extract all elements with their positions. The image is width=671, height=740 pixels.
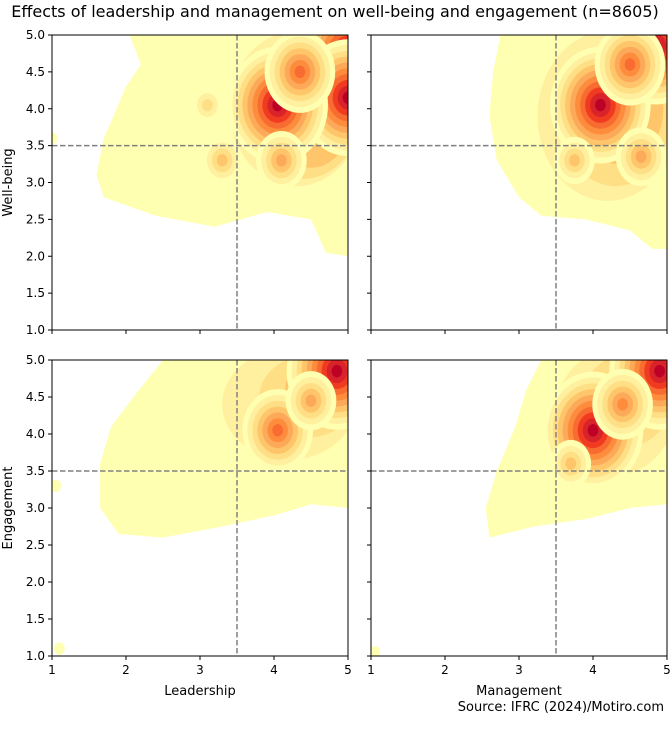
x-tick-label: 5 <box>663 663 671 677</box>
figure-title: Effects of leadership and management on … <box>11 2 659 21</box>
y-tick-label: 1.5 <box>26 286 45 300</box>
density-area <box>52 35 348 257</box>
y-tick-label: 4.5 <box>26 390 45 404</box>
x-tick-label: 3 <box>196 663 204 677</box>
y-tick-label: 1.0 <box>26 649 45 663</box>
panel-bottom-right: 1 2 3 4 5 Management <box>367 359 671 699</box>
density-peak <box>52 132 58 145</box>
density-peak <box>256 130 307 190</box>
panel-bottom-left: 1 2 3 4 5 1.0 1.5 2.0 2.5 3.0 3.5 4.0 4.5 5.0 Leadersh… <box>1 353 352 699</box>
density-peak <box>54 642 65 655</box>
y-tick-label: 1.5 <box>26 612 45 626</box>
x-tick-label: 4 <box>270 663 278 677</box>
y-tick-label: 4.0 <box>26 427 45 441</box>
x-tick-label: 2 <box>441 663 449 677</box>
y-tick-label: 5.0 <box>26 28 45 42</box>
y-tick-label: 4.0 <box>26 102 45 116</box>
density-peak <box>592 369 653 440</box>
y-tick-label: 3.0 <box>26 501 45 515</box>
y-tick-label: 2.5 <box>26 212 45 226</box>
y-tick-label: 3.0 <box>26 176 45 190</box>
density-area <box>52 360 348 655</box>
y-tick-label: 5.0 <box>26 353 45 367</box>
density-peak <box>594 35 666 106</box>
y-tick-label: 1.0 <box>26 323 45 337</box>
x-axis-label: Leadership <box>164 684 235 699</box>
panel-top-right <box>367 34 668 334</box>
x-tick-label: 4 <box>589 663 597 677</box>
density-peak <box>615 127 667 187</box>
y-axis-label: Engagement <box>1 467 16 550</box>
density-peak <box>192 87 223 123</box>
panels: 1.0 1.5 2.0 2.5 3.0 3.5 4.0 4.5 5.0 Well-being 1 2 3… <box>1 28 671 699</box>
x-tick-label: 2 <box>122 663 130 677</box>
y-tick-label: 2.0 <box>26 249 45 263</box>
y-axis-label: Well-being <box>1 148 16 216</box>
x-tick-label: 1 <box>367 663 375 677</box>
density-peak <box>264 35 336 113</box>
y-tick-label: 4.5 <box>26 65 45 79</box>
density-peak <box>201 136 243 184</box>
source-note: Source: IFRC (2024)/Motiro.com <box>458 700 664 715</box>
y-tick-label: 2.5 <box>26 538 45 552</box>
panel-top-left: 1.0 1.5 2.0 2.5 3.0 3.5 4.0 4.5 5.0 Well-being <box>1 28 349 337</box>
y-tick-label: 3.5 <box>26 139 45 153</box>
density-peak <box>550 439 592 488</box>
density-peak <box>554 136 595 184</box>
y-tick-label: 3.5 <box>26 464 45 478</box>
density-area <box>489 35 667 249</box>
y-tick-label: 2.0 <box>26 575 45 589</box>
x-tick-label: 5 <box>344 663 352 677</box>
x-axis-label: Management <box>476 684 562 699</box>
density-peak <box>371 646 381 656</box>
density-peak <box>52 479 62 493</box>
density-area <box>371 360 667 656</box>
x-tick-label: 1 <box>48 663 56 677</box>
x-tick-label: 3 <box>515 663 523 677</box>
density-peak <box>285 371 337 431</box>
